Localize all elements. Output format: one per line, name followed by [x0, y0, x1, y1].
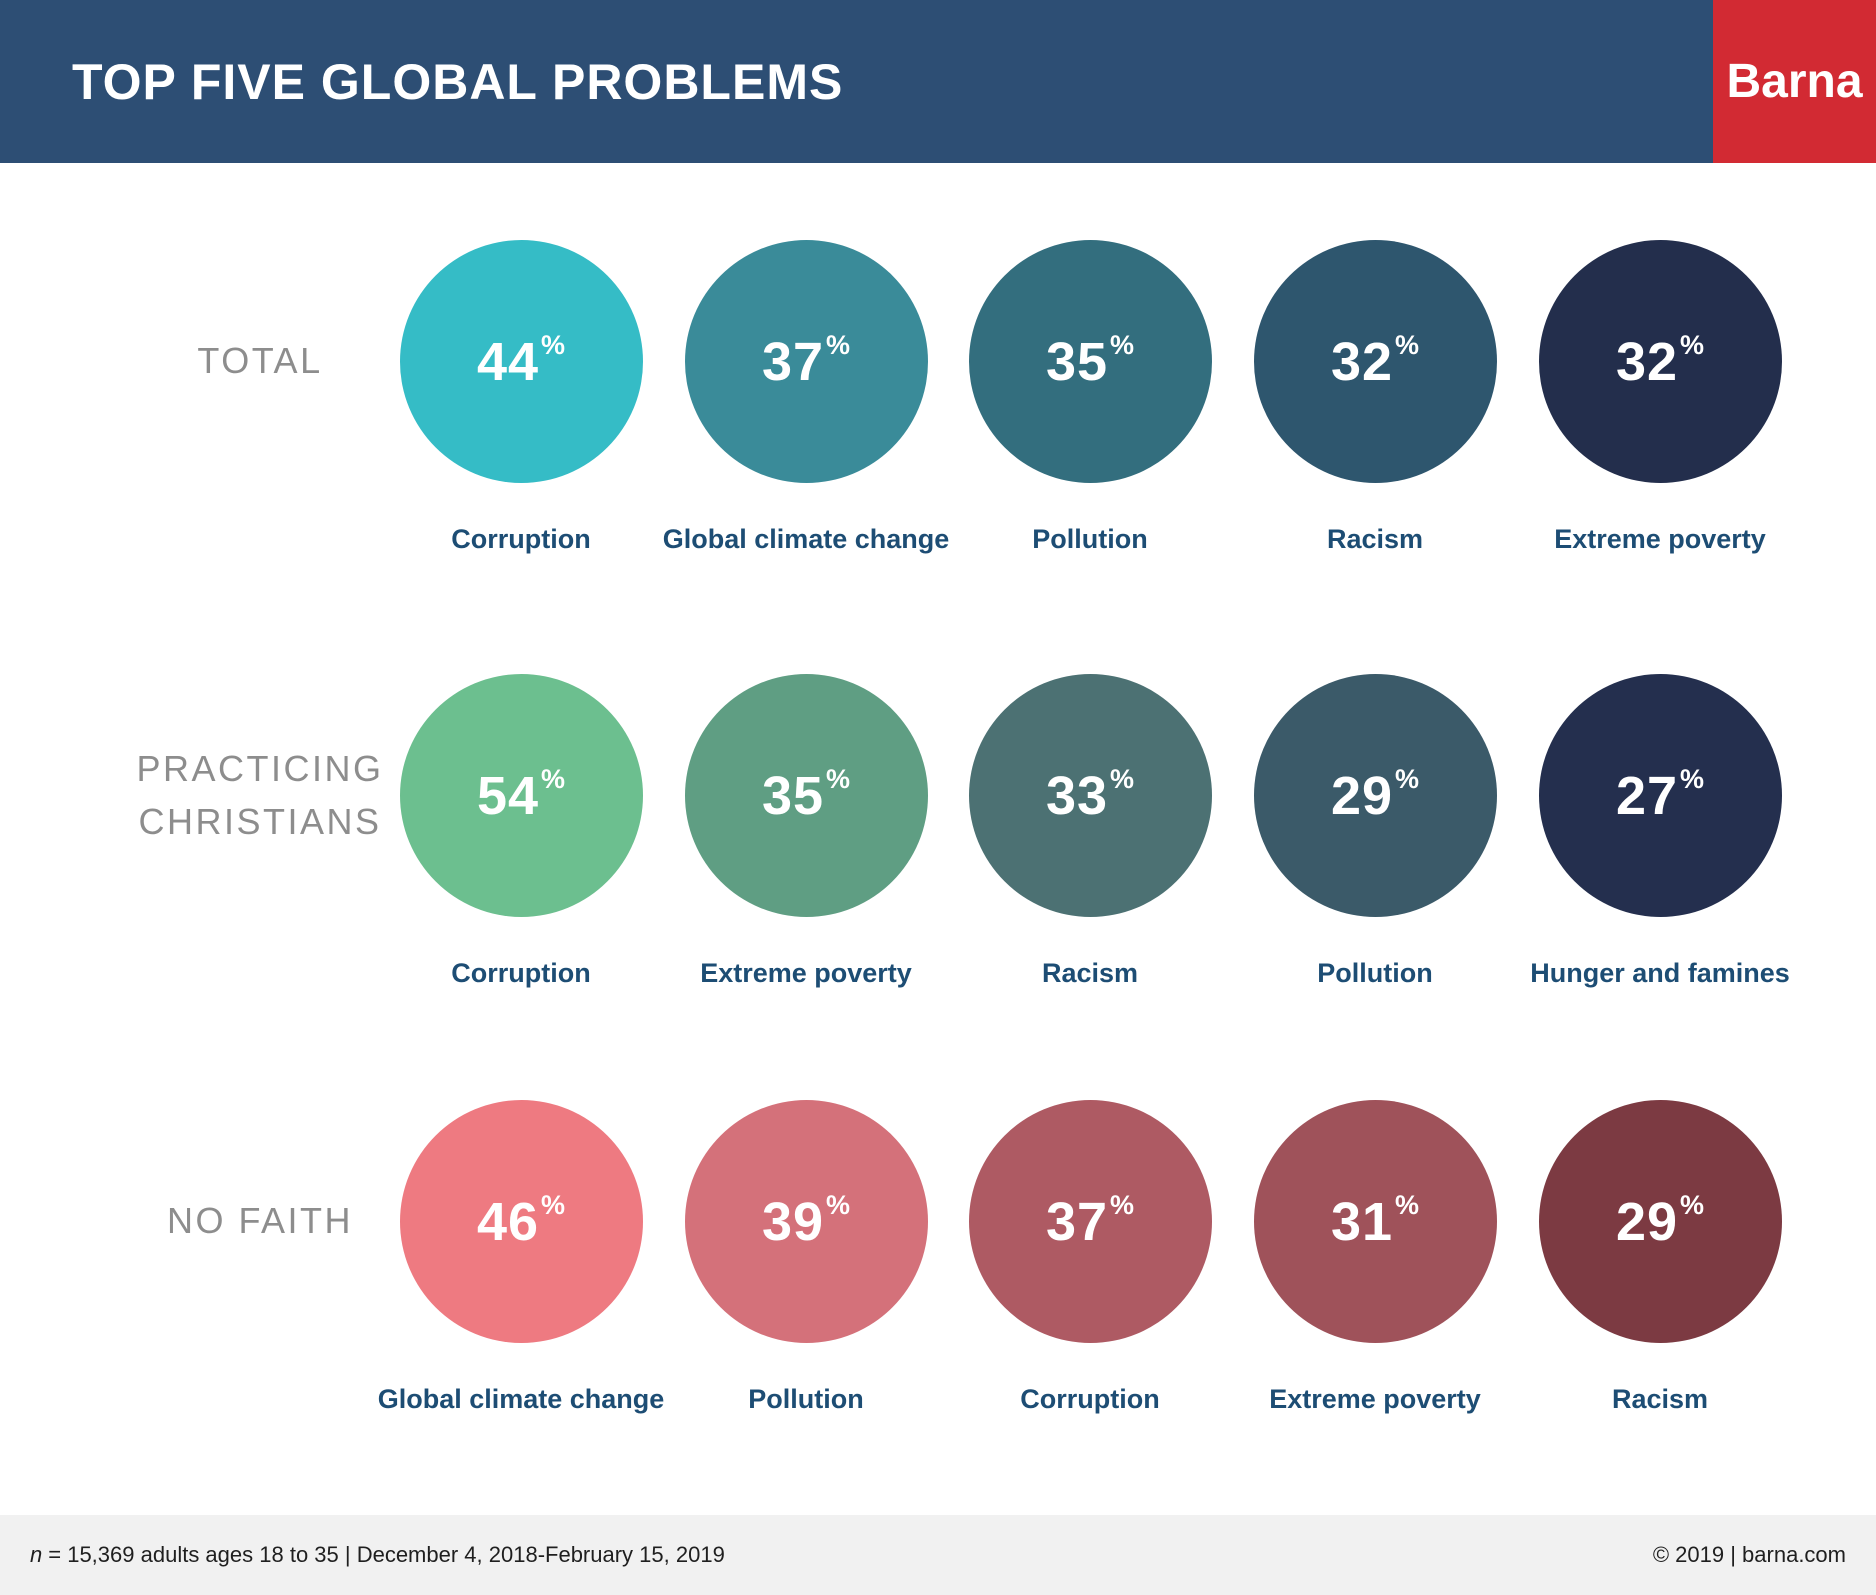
stat-value: 35 — [761, 765, 825, 826]
category-label-practicing-christians: PRACTICING CHRISTIANS — [136, 748, 384, 842]
barna-logo-text: Barna — [1726, 55, 1863, 108]
stat-label: Hunger and famines — [1530, 958, 1790, 988]
stat-value: 37 — [1045, 1191, 1109, 1252]
stat-value: 33 — [1045, 765, 1109, 826]
stat-item: 35% Extreme poverty — [661, 674, 951, 991]
percent-symbol: % — [541, 330, 566, 360]
percent-symbol: % — [1680, 764, 1705, 794]
stat-label: Racism — [1611, 1384, 1709, 1414]
stat-label: Racism — [1326, 524, 1424, 554]
sample-note: n = 15,369 adults ages 18 to 35 | Decembe… — [30, 1542, 725, 1568]
stat-value: 46 — [476, 1191, 540, 1252]
stat-value: 37 — [761, 331, 825, 392]
stat-circle: 35% — [968, 240, 1212, 483]
stat-value: 27 — [1615, 765, 1679, 826]
stat-circle: 32% — [1538, 240, 1782, 483]
percent-symbol: % — [1110, 330, 1135, 360]
category-label-total: TOTAL — [197, 340, 323, 382]
stat-item: 54% Corruption — [376, 674, 666, 991]
header-band: TOP FIVE GLOBAL PROBLEMS Barna — [0, 0, 1876, 163]
stat-value: 35 — [1045, 331, 1109, 392]
stat-value: 31 — [1330, 1191, 1394, 1252]
percent-symbol: % — [1680, 330, 1705, 360]
stat-label: Pollution — [1317, 958, 1433, 988]
stat-circle: 46% — [399, 1100, 643, 1343]
stat-item: 32% Extreme poverty — [1515, 240, 1805, 557]
percent-symbol: % — [826, 1190, 851, 1220]
stat-circle: 39% — [684, 1100, 928, 1343]
stat-circle: 54% — [399, 674, 643, 917]
stat-value: 44 — [476, 331, 540, 392]
stat-item: 44% Corruption — [376, 240, 666, 557]
stat-value: 29 — [1330, 765, 1394, 826]
stat-item: 29% Pollution — [1230, 674, 1520, 991]
stat-item: 35% Pollution — [945, 240, 1235, 557]
stat-value: 54 — [476, 765, 540, 826]
stat-label: Pollution — [1032, 524, 1148, 554]
stat-label: Corruption — [451, 524, 591, 554]
percent-symbol: % — [1680, 1190, 1705, 1220]
stat-label: Extreme poverty — [1269, 1384, 1481, 1414]
barna-logo: Barna — [1713, 0, 1876, 163]
stat-item: 33% Racism — [945, 674, 1235, 991]
stat-label: Pollution — [748, 1384, 864, 1414]
row-total: TOTAL 44% Corruption 37% Global climate cha… — [0, 240, 1876, 554]
percent-symbol: % — [1395, 1190, 1420, 1220]
stat-label: Corruption — [451, 958, 591, 988]
stat-circle: 44% — [399, 240, 643, 483]
stat-label: Extreme poverty — [1554, 524, 1766, 554]
stat-item: 37% Corruption — [945, 1100, 1235, 1417]
stat-value: 29 — [1615, 1191, 1679, 1252]
stat-circle: 31% — [1253, 1100, 1497, 1343]
stat-value: 32 — [1615, 331, 1679, 392]
footer-band: n = 15,369 adults ages 18 to 35 | Decembe… — [0, 1515, 1876, 1595]
percent-symbol: % — [826, 330, 851, 360]
stat-label: Global climate change — [662, 524, 950, 554]
stat-circle: 29% — [1253, 674, 1497, 917]
stat-item: 46% Global climate change — [376, 1100, 666, 1417]
percent-symbol: % — [1110, 1190, 1135, 1220]
stat-circle: 29% — [1538, 1100, 1782, 1343]
stat-circle: 33% — [968, 674, 1212, 917]
stat-item: 39% Pollution — [661, 1100, 951, 1417]
percent-symbol: % — [1110, 764, 1135, 794]
percent-symbol: % — [826, 764, 851, 794]
stat-circle: 37% — [968, 1100, 1212, 1343]
stat-circle: 27% — [1538, 674, 1782, 917]
page-title: TOP FIVE GLOBAL PROBLEMS — [72, 53, 844, 110]
copyright-note: © 2019 | barna.com — [1652, 1542, 1846, 1567]
stat-label: Racism — [1041, 958, 1139, 988]
stat-circle: 37% — [684, 240, 928, 483]
row-practicing-christians: PRACTICING CHRISTIANS 54% Corruption 35% Ex… — [0, 674, 1876, 988]
stat-value: 39 — [761, 1191, 825, 1252]
stat-value: 32 — [1330, 331, 1394, 392]
stat-label: Global climate change — [377, 1384, 665, 1414]
percent-symbol: % — [541, 1190, 566, 1220]
sample-note-text: = 15,369 adults ages 18 to 35 | December… — [48, 1542, 725, 1567]
circles-strip-no-faith: 46% Global climate change 39% Pollution 37% C… — [0, 1100, 1876, 1414]
stat-item: 29% Racism — [1515, 1100, 1805, 1417]
row-no-faith: NO FAITH 46% Global climate change 39% Poll… — [0, 1100, 1876, 1414]
stat-circle: 32% — [1253, 240, 1497, 483]
percent-symbol: % — [1395, 330, 1420, 360]
stat-item: 37% Global climate change — [661, 240, 951, 557]
stat-label: Corruption — [1020, 1384, 1160, 1414]
percent-symbol: % — [1395, 764, 1420, 794]
percent-symbol: % — [541, 764, 566, 794]
stat-item: 32% Racism — [1230, 240, 1520, 557]
circles-strip-practicing-christians: 54% Corruption 35% Extreme poverty 33% Racism… — [0, 674, 1876, 988]
stat-circle: 35% — [684, 674, 928, 917]
stat-label: Extreme poverty — [700, 958, 912, 988]
category-label-no-faith: NO FAITH — [166, 1200, 353, 1242]
stat-item: 27% Hunger and famines — [1515, 674, 1805, 991]
stat-item: 31% Extreme poverty — [1230, 1100, 1520, 1417]
sample-n-symbol: n — [30, 1542, 43, 1567]
circles-strip-total: 44% Corruption 37% Global climate change 35%… — [0, 240, 1876, 554]
